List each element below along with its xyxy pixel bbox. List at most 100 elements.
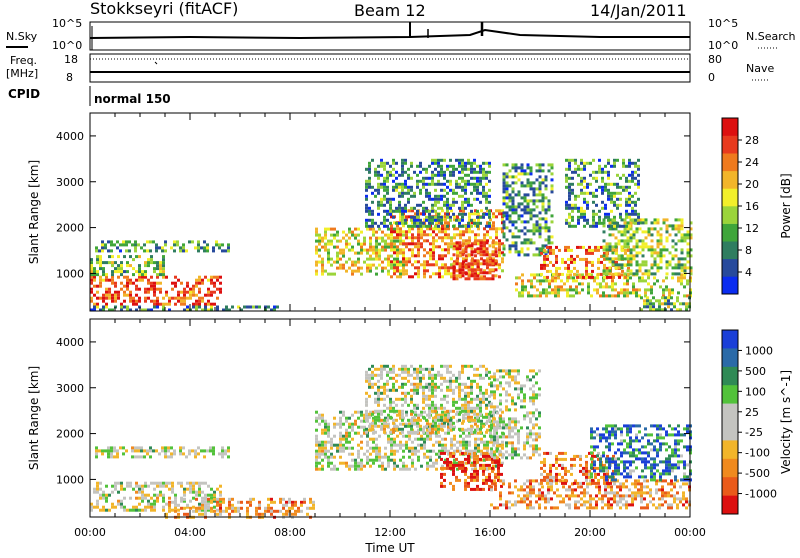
power-cell <box>102 261 105 264</box>
power-cell <box>111 300 114 303</box>
power-cell <box>509 229 512 232</box>
power-cell <box>324 231 327 234</box>
velocity-cell <box>459 444 462 447</box>
velocity-cell <box>434 389 437 392</box>
power-cell <box>589 174 592 177</box>
velocity-cell <box>324 420 327 423</box>
power-cell <box>101 243 104 246</box>
velocity-cell <box>508 506 511 509</box>
velocity-cell <box>138 509 141 512</box>
power-cell <box>161 249 164 252</box>
velocity-cell <box>222 510 225 513</box>
power-cell <box>111 276 114 279</box>
velocity-cell <box>366 441 369 444</box>
power-cell <box>444 233 447 236</box>
velocity-cell <box>505 506 508 509</box>
power-cell <box>144 264 147 267</box>
velocity-cell <box>228 507 231 510</box>
velocity-cell <box>219 498 222 501</box>
power-cell <box>580 216 583 219</box>
velocity-cell <box>443 461 446 464</box>
velocity-cell <box>550 497 553 500</box>
power-cell <box>675 266 678 269</box>
power-cell <box>665 285 668 288</box>
velocity-cell <box>535 479 538 482</box>
velocity-cell <box>467 482 470 485</box>
velocity-cell <box>529 482 532 485</box>
velocity-cell <box>339 423 342 426</box>
power-cell <box>315 252 318 255</box>
power-cell <box>396 227 399 230</box>
power-cell <box>143 243 146 246</box>
power-cell <box>676 296 679 299</box>
velocity-cell <box>107 452 110 455</box>
velocity-cell <box>377 413 380 416</box>
velocity-cell <box>135 509 138 512</box>
velocity-cell <box>493 482 496 485</box>
power-cell <box>378 237 381 240</box>
velocity-cell <box>529 491 532 494</box>
velocity-cell <box>434 404 437 407</box>
velocity-cell <box>342 423 345 426</box>
power-cell <box>503 223 506 226</box>
velocity-cell <box>577 485 580 488</box>
power-cell <box>437 174 440 177</box>
velocity-cell <box>476 374 479 377</box>
power-cell <box>449 159 452 162</box>
power-cell <box>461 207 464 210</box>
velocity-cell <box>485 464 488 467</box>
velocity-cell <box>470 479 473 482</box>
nsearch-tick-high: 10^5 <box>708 17 738 30</box>
power-cell <box>383 210 386 213</box>
velocity-cell <box>365 380 368 383</box>
power-cell <box>568 168 571 171</box>
power-cell <box>321 264 324 267</box>
velocity-cell <box>392 431 395 434</box>
power-cell <box>135 288 138 291</box>
power-cell <box>657 251 660 254</box>
power-cell <box>446 207 449 210</box>
velocity-cell <box>386 389 389 392</box>
power-cell <box>542 217 545 220</box>
power-cell <box>111 297 114 300</box>
power-cell <box>464 207 467 210</box>
power-cell <box>488 210 491 213</box>
power-cell <box>366 258 369 261</box>
velocity-cell <box>210 494 213 497</box>
power-cell <box>117 291 120 294</box>
power-cell <box>569 288 572 291</box>
power-cell <box>416 225 419 228</box>
power-cell <box>377 171 380 174</box>
velocity-cell <box>173 452 176 455</box>
power-cell <box>141 273 144 276</box>
velocity-cell <box>378 465 381 468</box>
power-cell <box>456 274 459 277</box>
power-cell <box>468 262 471 265</box>
power-cell <box>96 255 99 258</box>
velocity-cell <box>312 507 315 510</box>
velocity-cell <box>327 456 330 459</box>
power-cell <box>120 273 123 276</box>
power-cell <box>458 162 461 165</box>
power-cell <box>444 254 447 257</box>
power-cell <box>639 266 642 269</box>
power-cell <box>576 255 579 258</box>
power-cell <box>107 249 110 252</box>
power-cell <box>627 242 630 245</box>
power-cell <box>618 254 621 257</box>
power-cell <box>449 189 452 192</box>
velocity-cell <box>497 464 500 467</box>
power-cell <box>618 242 621 245</box>
power-cell <box>123 294 126 297</box>
velocity-cell <box>371 365 374 368</box>
power-cell <box>411 242 414 245</box>
velocity-cell <box>380 365 383 368</box>
velocity-cell <box>559 494 562 497</box>
power-cell <box>315 261 318 264</box>
power-cell <box>153 261 156 264</box>
power-cell <box>495 215 498 218</box>
velocity-cell <box>384 468 387 471</box>
power-cell <box>408 248 411 251</box>
velocity-cell <box>568 494 571 497</box>
power-cell <box>601 207 604 210</box>
